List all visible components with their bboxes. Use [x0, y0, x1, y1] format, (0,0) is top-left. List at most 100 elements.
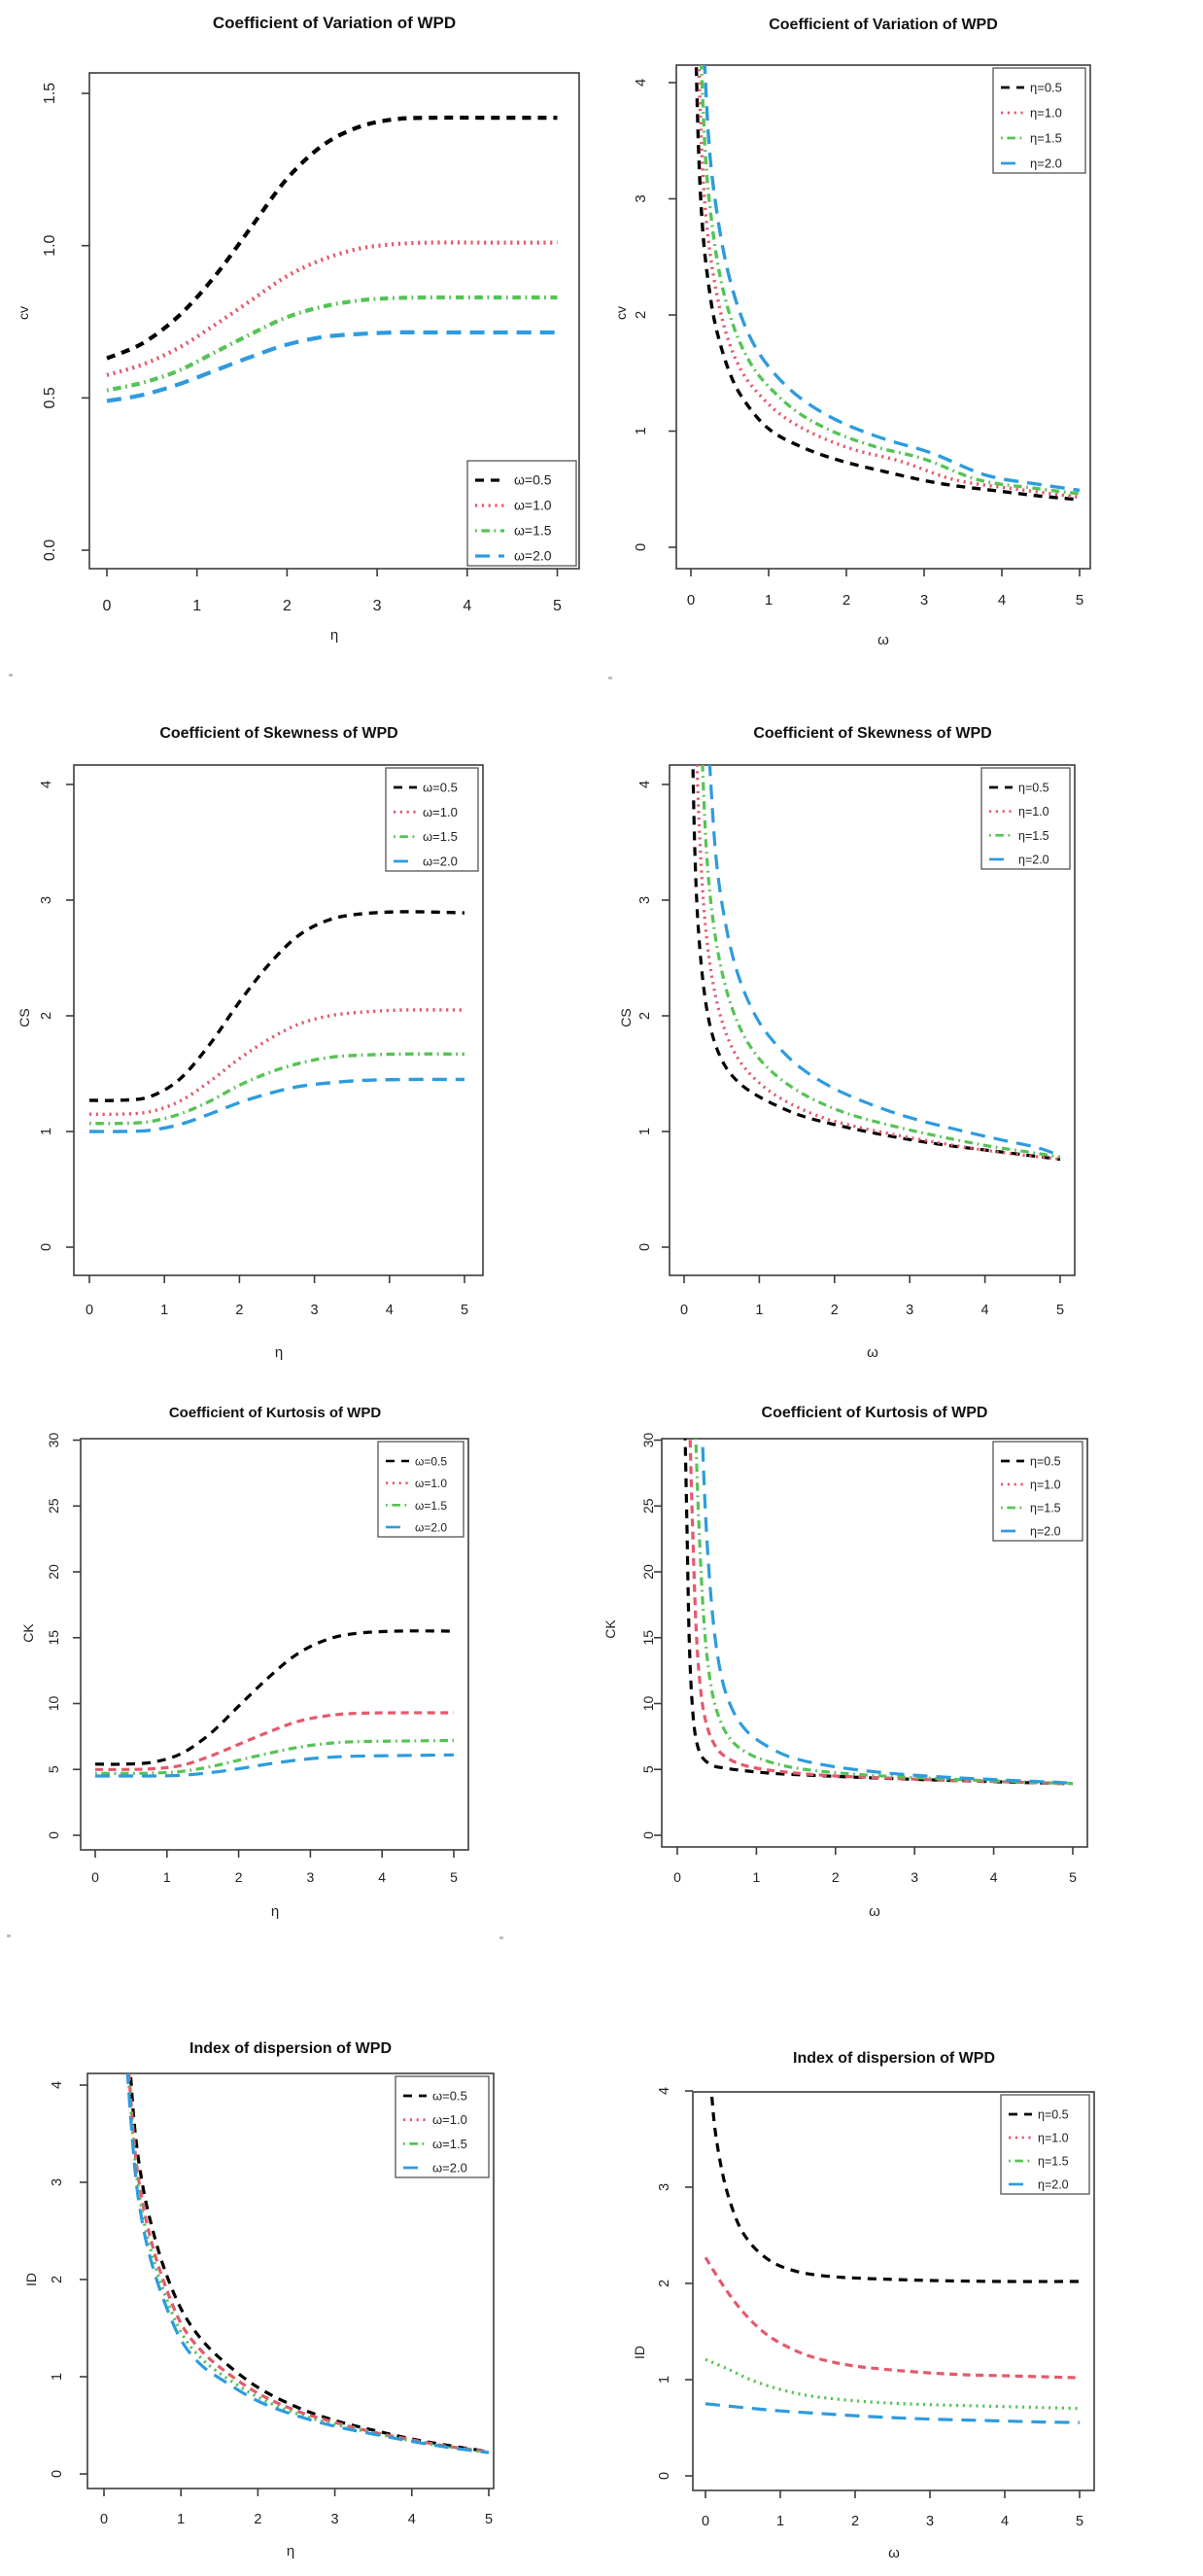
legend-box	[385, 767, 479, 872]
x-axis-label: ω	[888, 2545, 900, 2561]
y-tick-label: 30	[46, 1433, 61, 1448]
legend-label: ω=2.0	[432, 2161, 467, 2176]
legend: ω=0.5 ω=1.0 ω=1.5 ω=2.0	[377, 1441, 464, 1538]
x-tick-label: 3	[911, 1869, 918, 1885]
plot-frame	[73, 764, 484, 1276]
x-axis-label: η	[329, 627, 339, 644]
curve-η=2.0	[703, 65, 1081, 493]
y-axis-label: ID	[23, 2273, 39, 2286]
panel-title: Coefficient of Skewness of WPD	[159, 725, 398, 742]
legend-box	[466, 460, 577, 567]
x-tick-label: 4	[378, 1869, 386, 1885]
curve-η=0.5	[709, 2092, 1081, 2283]
series-group	[683, 1439, 1074, 1786]
legend: η=0.5 η=1.0 η=1.5 η=2.0	[992, 1441, 1083, 1542]
legend-label: η=2.0	[1030, 1525, 1061, 1539]
curve-η=2.0	[701, 1439, 1074, 1786]
curve-η=1.5	[694, 1439, 1074, 1786]
y-tick-label: 4	[637, 781, 653, 788]
series-group	[125, 2073, 490, 2454]
legend-label: η=1.5	[1038, 2155, 1069, 2169]
legend-label: ω=0.5	[415, 1455, 447, 1469]
x-tick-label: 0	[100, 2512, 108, 2527]
x-tick-label: 5	[1076, 592, 1083, 609]
curve-ω=1.0	[88, 1008, 465, 1117]
y-tick-label: 1	[39, 1128, 54, 1135]
x-tick-label: 0	[680, 1303, 688, 1318]
legend-label: η=0.5	[1030, 81, 1062, 95]
scan-artifact	[7, 1934, 11, 1937]
curve-ω=1.0	[94, 1711, 455, 1771]
x-tick-label: 2	[851, 2514, 859, 2529]
plot-frame	[80, 1438, 469, 1851]
y-tick-label: 4	[50, 2081, 65, 2089]
x-tick-label: 0	[673, 1869, 681, 1885]
x-tick-label: 5	[485, 2512, 493, 2527]
x-tick-label: 3	[906, 1303, 913, 1318]
panel-6-CK: 0 1 2 3 4 5 0 5 10 15 20 25 30 η=0.5 η=1.0 η=1.5 η=2.0	[640, 1433, 1088, 1885]
curve-ω=0.5	[128, 2073, 490, 2454]
x-tick-label: 3	[920, 592, 928, 609]
legend-label: η=1.0	[1030, 106, 1062, 121]
curve-η=1.0	[695, 765, 1061, 1162]
y-tick-label: 10	[640, 1696, 656, 1712]
x-axis-label: η	[270, 1903, 280, 1920]
legend: ω=0.5 ω=1.0 ω=1.5 ω=2.0	[466, 460, 577, 567]
scan-artifact	[499, 1936, 503, 1939]
y-tick-label: 1	[657, 2376, 672, 2384]
x-tick-label: 0	[86, 1303, 93, 1318]
legend-box	[980, 767, 1071, 870]
legend-label: ω=2.0	[514, 548, 552, 564]
legend-label: ω=0.5	[423, 781, 458, 795]
x-tick-label: 2	[831, 1303, 839, 1318]
x-axis-label: ω	[877, 632, 889, 648]
y-axis-label: cv	[613, 306, 629, 320]
x-tick-label: 3	[307, 1869, 315, 1885]
curve-η=2.0	[705, 2402, 1081, 2424]
y-tick-label: 3	[657, 2183, 672, 2191]
x-tick-label: 1	[776, 2514, 784, 2529]
x-tick-label: 5	[461, 1303, 468, 1318]
y-tick-label: 3	[50, 2178, 65, 2186]
curve-η=0.5	[683, 1439, 1074, 1786]
y-tick-label: 25	[46, 1498, 61, 1514]
legend-label: η=1.5	[1030, 1502, 1061, 1515]
y-tick-label: 2	[50, 2276, 65, 2283]
legend: ω=0.5 ω=1.0 ω=1.5 ω=2.0	[385, 767, 479, 872]
y-axis-label: CK	[602, 1619, 618, 1639]
x-tick-label: 2	[235, 1303, 243, 1318]
y-tick-label: 20	[46, 1564, 61, 1580]
x-tick-label: 4	[408, 2512, 416, 2527]
legend-box	[377, 1441, 464, 1538]
x-tick-label: 3	[373, 598, 382, 614]
y-tick-label: 0	[39, 1243, 54, 1251]
legend-label: η=1.5	[1018, 829, 1049, 843]
curve-η=1.0	[688, 1439, 1074, 1786]
legend-label: η=0.5	[1038, 2108, 1069, 2122]
plot-frame	[675, 64, 1091, 570]
y-tick-label: 20	[640, 1564, 656, 1580]
y-axis-label: ID	[632, 2346, 647, 2359]
legend-label: ω=1.0	[432, 2112, 467, 2127]
curve-ω=0.5	[88, 910, 465, 1102]
x-tick-label: 1	[177, 2512, 185, 2527]
x-tick-label: 4	[463, 598, 471, 614]
x-tick-label: 3	[331, 2512, 339, 2527]
x-tick-label: 0	[103, 598, 112, 614]
scan-artifact	[608, 677, 612, 679]
x-tick-label: 4	[990, 1869, 998, 1885]
y-tick-label: 3	[633, 194, 649, 202]
panel-8-ID: 0 1 2 3 4 5 0 1 2 3 4 η=0.5 η=1.0 η=1.5 η=2.0	[657, 2087, 1095, 2529]
x-tick-label: 1	[192, 598, 201, 614]
x-tick-label: 0	[702, 2514, 709, 2529]
legend-label: η=1.0	[1018, 805, 1049, 818]
curve-η=0.5	[694, 65, 1081, 502]
curve-η=1.5	[705, 2357, 1081, 2411]
x-tick-label: 5	[450, 1869, 458, 1885]
legend-label: ω=1.5	[432, 2137, 467, 2151]
legend-label: ω=2.0	[423, 854, 458, 869]
x-tick-label: 1	[765, 592, 773, 609]
x-tick-label: 4	[1001, 2514, 1009, 2529]
curve-ω=1.5	[106, 295, 558, 393]
